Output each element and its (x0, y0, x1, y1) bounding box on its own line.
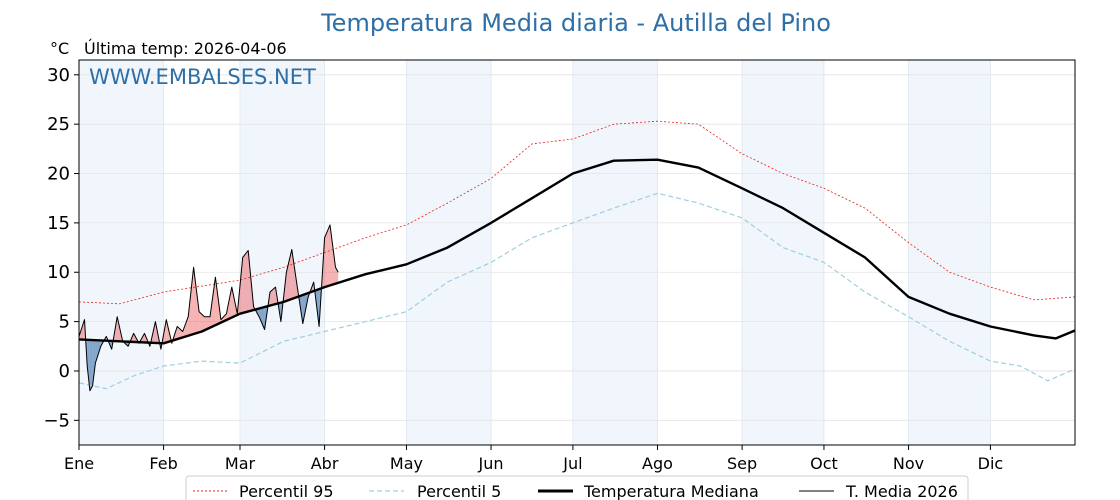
warm-anomaly-25-0 (199, 311, 205, 333)
warm-anomaly-33-0 (242, 250, 249, 313)
warm-anomaly-41-0 (286, 249, 292, 301)
month-shading (79, 60, 991, 445)
cold-anomaly-4-0 (89, 339, 93, 391)
x-tick-label-feb: Feb (149, 454, 177, 473)
warm-anomaly-26-0 (204, 316, 210, 331)
legend-label-p5: Percentil 5 (417, 482, 501, 500)
month-band-mar (239, 60, 325, 445)
x-tick-label-jun: Jun (478, 454, 504, 473)
x-tick-label-nov: Nov (893, 454, 924, 473)
legend: Percentil 95 Percentil 5 Temperatura Med… (185, 475, 969, 500)
series-lines (78, 120, 1076, 392)
x-tick-label-may: May (390, 454, 423, 473)
y-tick-label-20: 20 (47, 164, 70, 185)
cold-anomaly-36-0 (259, 307, 265, 330)
x-tick-label-ago: Ago (642, 454, 673, 473)
x-tick-label-oct: Oct (810, 454, 838, 473)
x-tick-label-dic: Dic (978, 454, 1004, 473)
warm-anomaly-24-0 (193, 267, 200, 334)
y-axis: −5 0 5 10 15 20 25 30 (43, 65, 79, 431)
warm-anomaly-21-0 (177, 326, 183, 340)
cold-anomaly-3-0 (87, 339, 90, 391)
y-tick-label-0: 0 (59, 361, 70, 382)
warm-anomaly-49-0 (330, 224, 336, 286)
cold-anomaly-5-0 (92, 340, 96, 386)
legend-label-2026: T. Media 2026 (845, 482, 958, 500)
legend-label-median: Temperatura Mediana (583, 482, 759, 500)
legend-box (185, 475, 969, 500)
warm-anomaly-23-0 (188, 267, 194, 336)
series-line-temperatura-mediana (78, 158, 1076, 345)
series-line-t-media-2026 (78, 224, 339, 392)
y-tick-label-30: 30 (47, 65, 70, 86)
month-band-jul (572, 60, 658, 445)
month-band-nov (908, 60, 991, 445)
y-tick-label-25: 25 (47, 114, 70, 135)
x-axis: Ene Feb Mar Abr May Jun Jul Ago Sep Oct Nov Dic (64, 445, 1003, 473)
month-band-sep (742, 60, 824, 445)
legend-label-p95: Percentil 95 (239, 482, 334, 500)
y-tick-label-15: 15 (47, 213, 70, 234)
warm-anomaly-38-0 (270, 287, 276, 306)
plot-frame (78, 59, 1076, 446)
y-tick-label-10: 10 (47, 262, 70, 283)
x-tick-label-sep: Sep (727, 454, 757, 473)
warm-anomaly-48-0 (324, 224, 330, 288)
last-temp-label: Última temp: 2026-04-06 (84, 39, 287, 58)
y-unit-label: °C (50, 39, 69, 58)
x-tick-label-jul: Jul (562, 454, 582, 473)
y-tick-label-5: 5 (59, 312, 70, 333)
x-tick-label-abr: Abr (311, 454, 339, 473)
chart-title: Temperatura Media diaria - Autilla del P… (320, 9, 831, 37)
y-tick-label--5: −5 (43, 410, 70, 431)
series-line-percentil-5 (78, 192, 1076, 390)
month-band-may (406, 60, 492, 445)
x-tick-label-mar: Mar (225, 454, 256, 473)
series-line-percentil-95 (78, 120, 1076, 305)
x-tick-label-ene: Ene (64, 454, 94, 473)
watermark: WWW.EMBALSES.NET (89, 65, 316, 89)
warm-anomaly-22-0 (182, 316, 189, 338)
